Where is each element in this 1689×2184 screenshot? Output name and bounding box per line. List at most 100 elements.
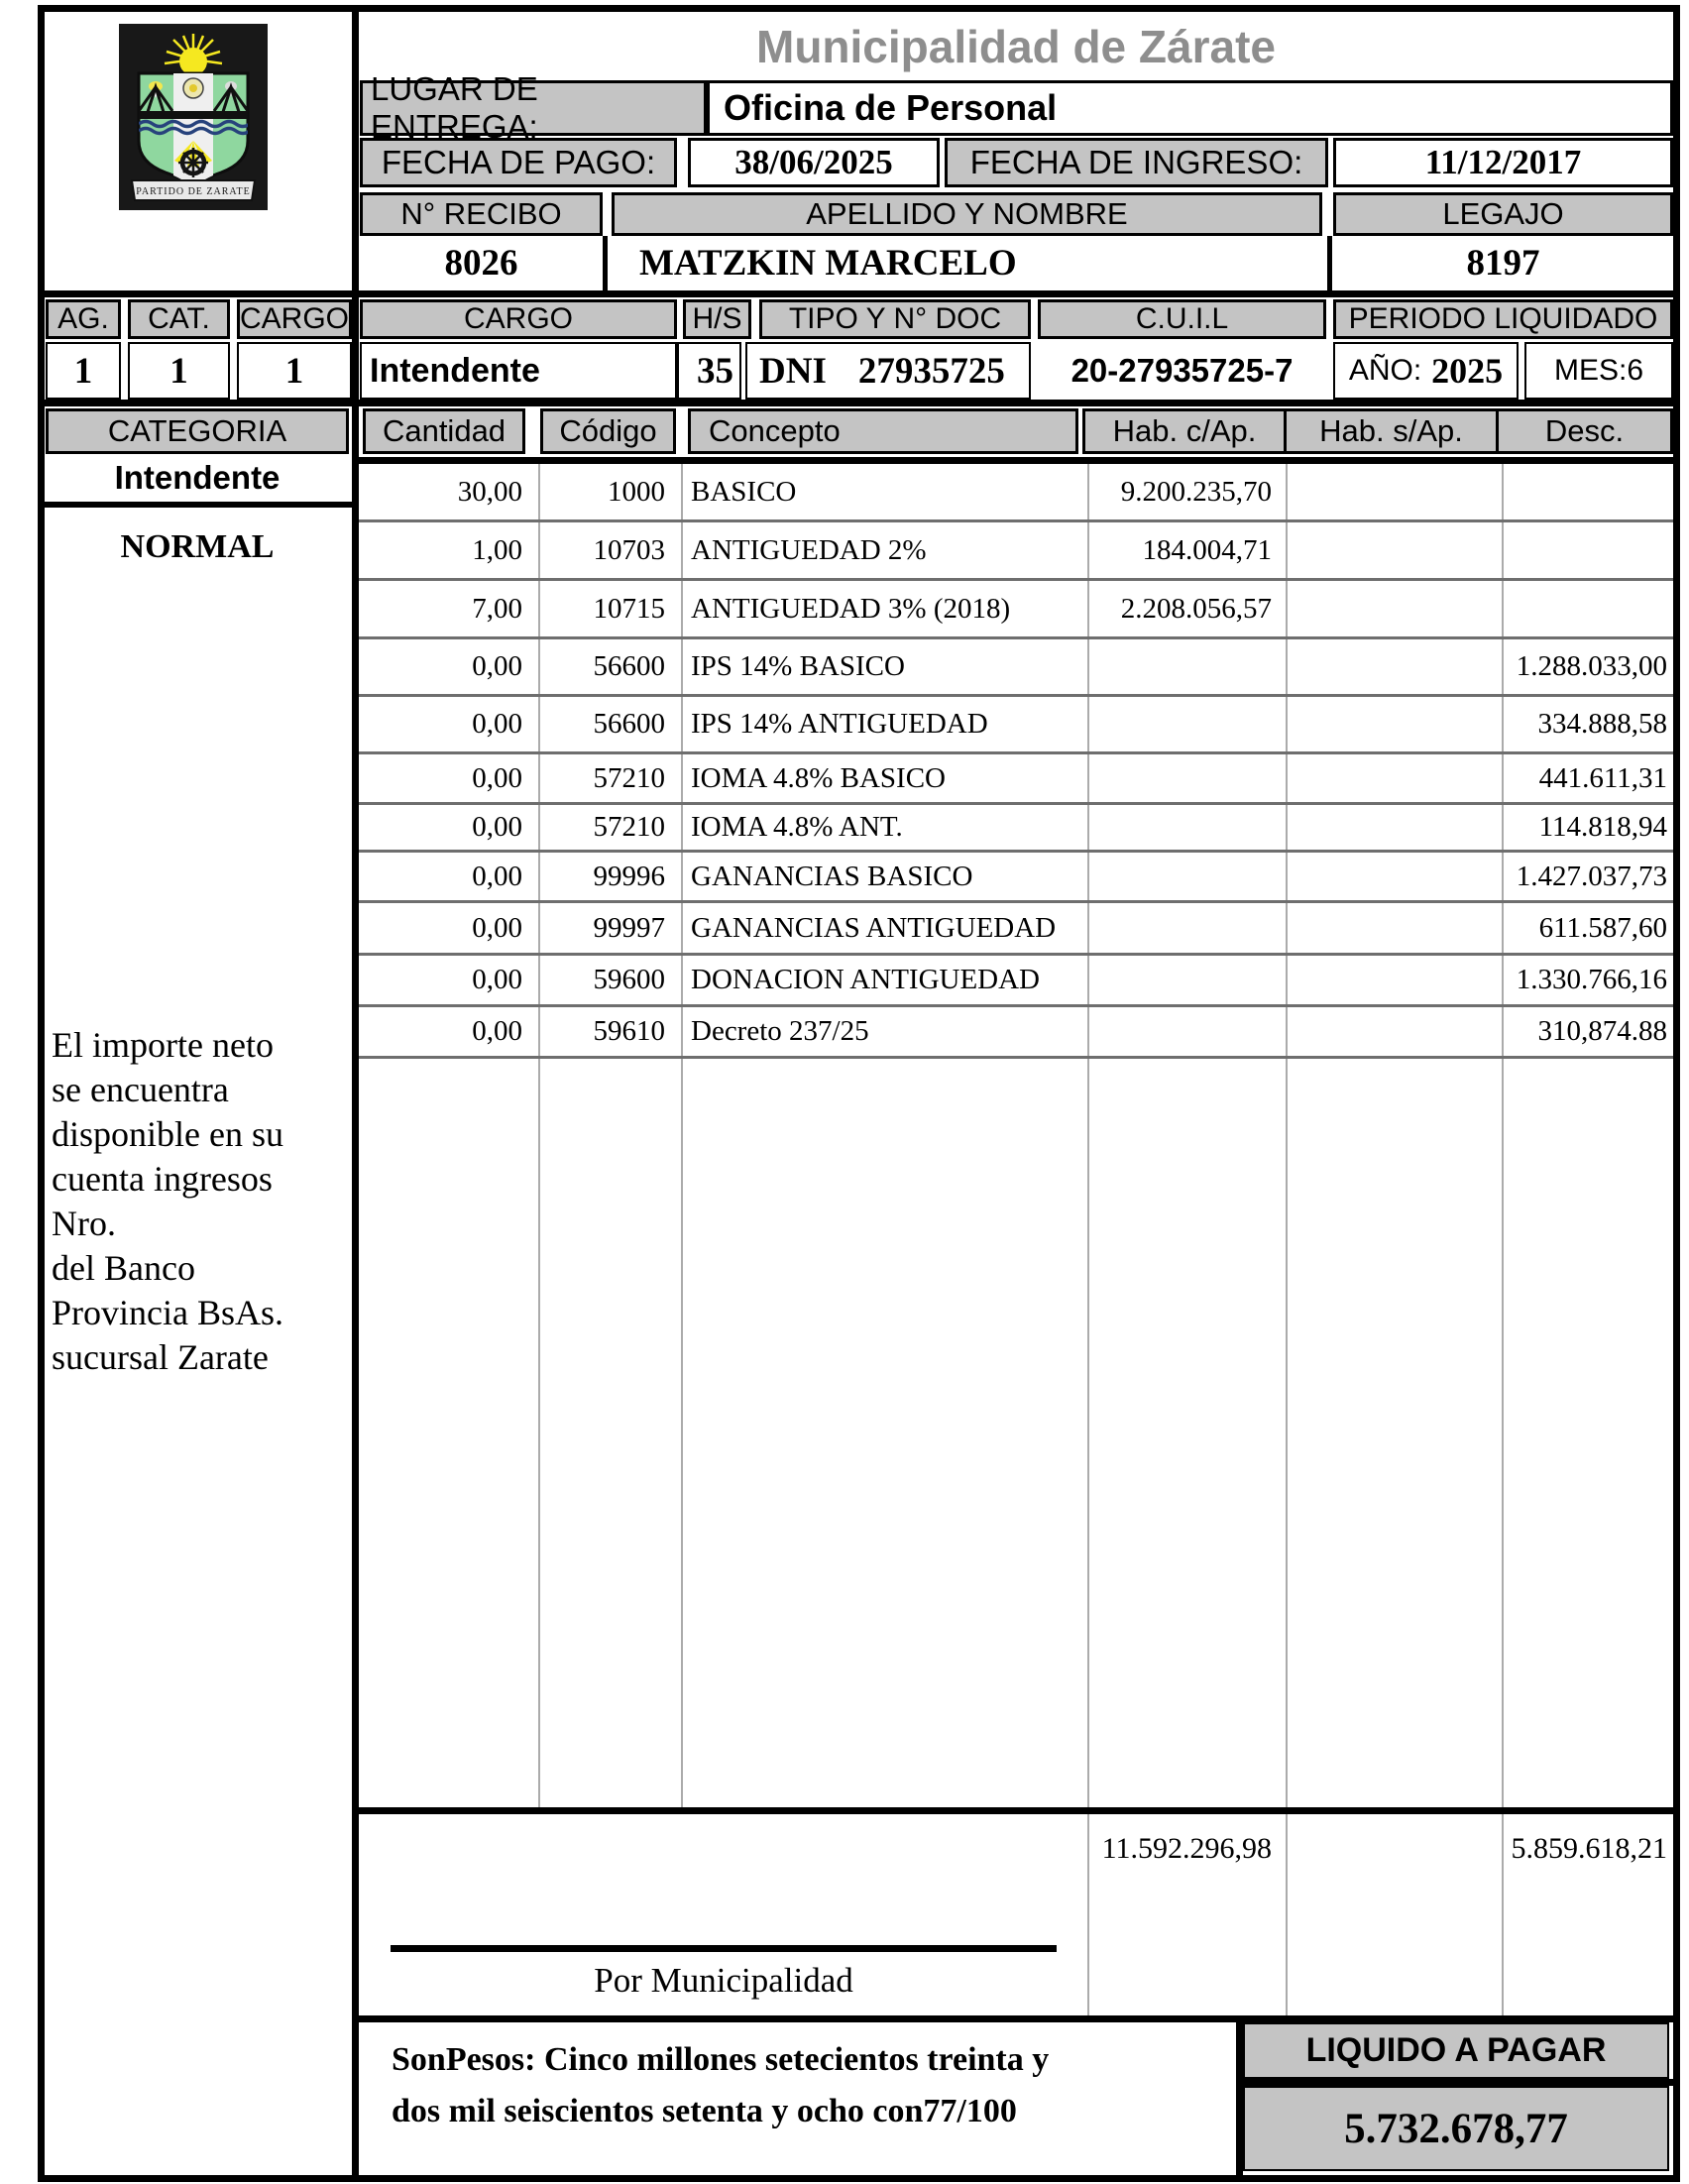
banner-ribbon: PARTIDO DE ZARATE <box>130 179 257 201</box>
divider <box>603 236 608 290</box>
table-row: 0,00 56600 IPS 14% BASICO 1.288.033,00 <box>359 639 1673 697</box>
cat-value: 1 <box>169 350 188 392</box>
cell-hab-c: 2.208.056,57 <box>1120 592 1272 625</box>
cell-desc: 1.288.033,00 <box>1516 650 1667 682</box>
year-label: AÑO: <box>1348 354 1422 387</box>
cell-codigo: 10715 <box>593 592 666 625</box>
ag-value: 1 <box>73 350 93 392</box>
cell-codigo: 57210 <box>593 761 666 794</box>
ship-wheel-icon <box>178 148 208 177</box>
net-pay-label: LIQUIDO A PAGAR <box>1305 2031 1607 2069</box>
table-row: 7,00 10715 ANTIGUEDAD 3% (2018) 2.208.05… <box>359 581 1673 639</box>
employee-name-value: MATZKIN MARCELO <box>639 243 1017 284</box>
outer-border <box>38 5 1680 2182</box>
svg-text:PARTIDO DE ZARATE: PARTIDO DE ZARATE <box>136 186 250 197</box>
cell-codigo: 59600 <box>593 964 666 995</box>
column-line <box>1087 1814 1089 2015</box>
payment-date-label: FECHA DE PAGO: <box>381 144 656 180</box>
water-waves <box>139 119 248 136</box>
col-header-desc: Desc. <box>1544 413 1625 448</box>
year-value: 2025 <box>1431 351 1504 391</box>
total-haberes: 11.592.296,98 <box>1101 1832 1272 1865</box>
cell-codigo: 56600 <box>593 650 666 682</box>
table-row: 0,00 59600 DONACION ANTIGUEDAD 1.330.766… <box>359 956 1673 1007</box>
cell-codigo: 57210 <box>593 811 666 843</box>
table-bottom-divider <box>352 1807 1673 1814</box>
cell-desc: 114.818,94 <box>1538 811 1667 843</box>
col-header-cantidad: Cantidad <box>382 413 507 448</box>
section-divider <box>38 290 1673 297</box>
receipt-number-value: 8026 <box>444 243 518 284</box>
cell-concepto: ANTIGUEDAD 3% (2018) <box>691 592 1011 625</box>
cell-concepto: GANANCIAS ANTIGUEDAD <box>691 911 1057 944</box>
employee-name-label: APELLIDO Y NOMBRE <box>806 196 1128 231</box>
cell-cantidad: 0,00 <box>472 650 522 682</box>
bridge-icon <box>139 82 248 116</box>
net-amount-note: El importe neto se encuentra disponible … <box>52 1025 283 1377</box>
cell-cantidad: 0,00 <box>472 1015 522 1047</box>
cell-codigo: 1000 <box>608 475 665 508</box>
section-divider <box>38 400 1673 406</box>
entry-date-label: FECHA DE INGRESO: <box>969 144 1303 180</box>
cell-desc: 1.330.766,16 <box>1516 964 1667 995</box>
footer-top-divider <box>352 2015 1673 2022</box>
table-row: 1,00 10703 ANTIGUEDAD 2% 184.004,71 <box>359 522 1673 581</box>
cell-desc: 1.427.037,73 <box>1516 860 1667 892</box>
table-row: 0,00 57210 IOMA 4.8% ANT. 114.818,94 <box>359 805 1673 853</box>
cell-cantidad: 7,00 <box>472 592 522 625</box>
divider <box>1236 2079 1673 2086</box>
table-row: 0,00 59610 Decreto 237/25 310,874.88 <box>359 1007 1673 1059</box>
table-row: 0,00 99997 GANANCIAS ANTIGUEDAD 611.587,… <box>359 903 1673 956</box>
net-pay-value-box: 5.732.678,77 <box>1243 2086 1669 2171</box>
table-row: 30,00 1000 BASICO 9.200.235,70 <box>359 464 1673 522</box>
signature-label: Por Municipalidad <box>594 1961 853 2000</box>
amount-in-words: SonPesos: Cinco millones setecientos tre… <box>392 2041 1050 2129</box>
doc-number-value: 27935725 <box>857 350 1005 392</box>
sun-icon <box>164 34 223 75</box>
cargo-num-label: CARGO <box>240 302 350 335</box>
col-header-concepto: Concepto <box>709 413 841 448</box>
column-line <box>1502 1814 1504 2015</box>
cuil-value: 20-27935725-7 <box>1070 352 1294 389</box>
cell-cantidad: 0,00 <box>472 708 522 740</box>
cell-desc: 310,874.88 <box>1537 1015 1668 1047</box>
delivery-place-value: Oficina de Personal <box>724 87 1058 128</box>
signature-line <box>391 1945 1057 1952</box>
hours-label: H/S <box>692 302 742 335</box>
col-header-hab-s-ap: Hab. s/Ap. <box>1319 413 1463 448</box>
main-vertical-divider <box>352 5 359 2182</box>
column-line <box>681 464 683 1807</box>
net-pay-label-box: LIQUIDO A PAGAR <box>1243 2022 1669 2079</box>
table-row: 0,00 56600 IPS 14% ANTIGUEDAD 334.888,58 <box>359 697 1673 754</box>
cell-cantidad: 1,00 <box>472 533 522 566</box>
divider <box>38 502 352 508</box>
cell-codigo: 10703 <box>593 533 666 566</box>
category-label: CATEGORIA <box>107 413 287 448</box>
column-line <box>1087 464 1089 1807</box>
cell-concepto: Decreto 237/25 <box>691 1015 869 1047</box>
cell-codigo: 56600 <box>593 708 666 740</box>
cell-concepto: IPS 14% BASICO <box>691 650 905 682</box>
delivery-place-label: LUGAR DE ENTREGA: <box>371 70 538 145</box>
table-header-divider <box>352 457 1673 464</box>
cell-desc: 334.888,58 <box>1537 708 1668 740</box>
page-title: Municipalidad de Zárate <box>756 21 1276 72</box>
entry-date-value: 11/12/2017 <box>1424 143 1582 181</box>
divider <box>1327 236 1332 290</box>
total-descuentos: 5.859.618,21 <box>1511 1832 1668 1865</box>
cell-codigo: 99997 <box>593 911 666 944</box>
doc-type-value: DNI <box>759 350 827 392</box>
cell-cantidad: 0,00 <box>472 860 522 892</box>
cargo-label: CARGO <box>463 302 573 335</box>
table-row: 0,00 57210 IOMA 4.8% BASICO 441.611,31 <box>359 754 1673 805</box>
column-line <box>1286 1814 1288 2015</box>
cell-hab-c: 9.200.235,70 <box>1120 475 1272 508</box>
cell-hab-c: 184.004,71 <box>1142 533 1273 566</box>
cargo-value: Intendente <box>370 351 540 390</box>
file-number-value: 8197 <box>1466 243 1540 284</box>
hours-value: 35 <box>697 350 733 392</box>
liquidation-type: NORMAL <box>120 528 275 565</box>
table-row: 0,00 99996 GANANCIAS BASICO 1.427.037,73 <box>359 853 1673 903</box>
municipal-crest-logo: PARTIDO DE ZARATE <box>119 24 268 210</box>
